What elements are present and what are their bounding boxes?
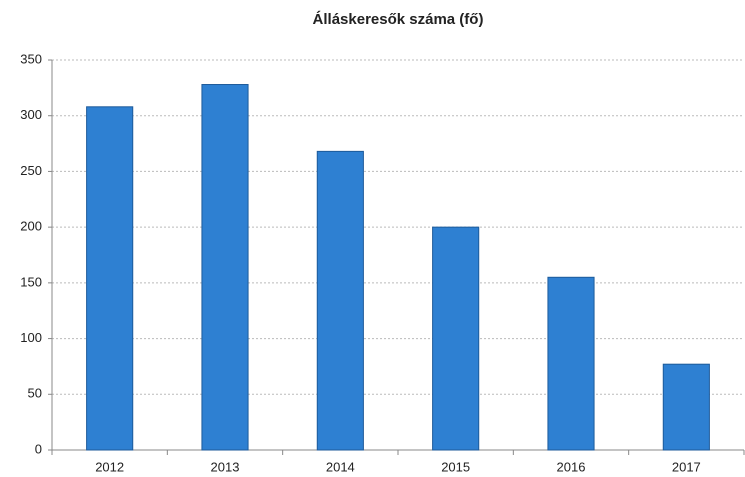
y-tick-label: 150 [20, 274, 42, 289]
x-tick-label: 2016 [557, 459, 586, 474]
bar [201, 84, 249, 451]
y-tick-label: 350 [20, 51, 42, 66]
bar [662, 363, 710, 451]
x-tick-label: 2012 [95, 459, 124, 474]
y-tick-label: 250 [20, 163, 42, 178]
x-tick-label: 2014 [326, 459, 355, 474]
chart-title: Álláskeresők száma (fő) [313, 11, 484, 28]
y-tick-label: 100 [20, 330, 42, 345]
y-tick-label: 300 [20, 107, 42, 122]
x-tick-label: 2015 [441, 459, 470, 474]
x-tick-label: 2013 [211, 459, 240, 474]
y-tick-label: 200 [20, 219, 42, 234]
bar [86, 106, 134, 451]
y-tick-label: 50 [28, 386, 42, 401]
x-tick-label: 2017 [672, 459, 701, 474]
bar [316, 150, 364, 451]
bar [432, 226, 480, 451]
y-tick-label: 0 [35, 441, 42, 456]
bar [547, 276, 595, 451]
